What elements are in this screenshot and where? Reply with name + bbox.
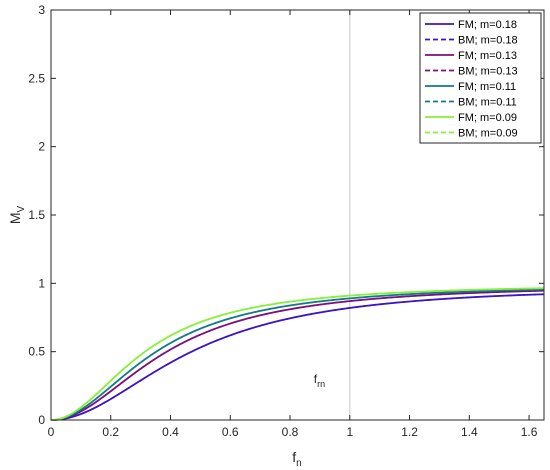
- resonance-label: frn: [314, 372, 325, 389]
- x-axis-label-sub: n: [296, 458, 302, 469]
- x-tick-label-4: 0.8: [282, 425, 299, 439]
- legend-label-3: BM; m=0.13: [458, 66, 518, 78]
- x-tick-label-3: 0.6: [222, 425, 239, 439]
- legend-label-4: FM; m=0.11: [458, 81, 516, 93]
- x-axis-label-main: f: [292, 449, 296, 465]
- y-tick-label-4: 2: [38, 140, 45, 154]
- resonance-label-sub: rn: [317, 379, 325, 389]
- y-tick-label-2: 1: [38, 276, 45, 290]
- y-tick-label-3: 1.5: [28, 208, 45, 222]
- legend-label-5: BM; m=0.11: [458, 97, 517, 109]
- y-axis-label-sub: V: [16, 206, 27, 213]
- legend-label-2: FM; m=0.13: [458, 50, 517, 62]
- legend-box: [419, 12, 542, 144]
- y-tick-label-0: 0: [38, 413, 45, 427]
- series-line-7: [51, 287, 545, 421]
- x-tick-label-8: 1.6: [521, 425, 538, 439]
- x-tick-label-5: 1: [346, 425, 353, 439]
- x-tick-label-7: 1.4: [461, 425, 478, 439]
- x-axis-label: fn: [292, 449, 301, 469]
- y-axis-label: MV: [7, 206, 27, 225]
- y-tick-label-1: 0.5: [28, 345, 45, 359]
- x-tick-label-2: 0.4: [162, 425, 179, 439]
- legend-label-7: BM; m=0.09: [458, 128, 518, 140]
- y-tick-label-6: 3: [38, 3, 45, 17]
- x-tick-label-6: 1.2: [401, 425, 418, 439]
- x-tick-label-1: 0.2: [102, 425, 119, 439]
- y-axis-label-main: M: [7, 213, 23, 225]
- legend-label-6: FM; m=0.09: [458, 112, 517, 124]
- legend-label-1: BM; m=0.18: [458, 35, 518, 47]
- x-tick-label-0: 0: [48, 425, 55, 439]
- y-tick-label-5: 2.5: [28, 71, 45, 85]
- series-line-3: [51, 290, 545, 421]
- series-line-1: [51, 293, 545, 421]
- legend-label-0: FM; m=0.18: [458, 19, 517, 31]
- series-line-5: [51, 288, 545, 421]
- resonance-label-main: f: [314, 372, 318, 386]
